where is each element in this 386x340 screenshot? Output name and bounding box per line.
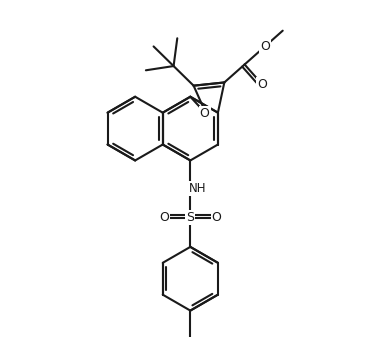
Text: O: O <box>159 211 169 224</box>
Text: O: O <box>257 78 267 90</box>
Text: NH: NH <box>189 182 206 195</box>
Text: O: O <box>260 40 270 53</box>
Text: O: O <box>212 211 222 224</box>
Text: O: O <box>200 107 210 120</box>
Text: S: S <box>186 211 194 224</box>
